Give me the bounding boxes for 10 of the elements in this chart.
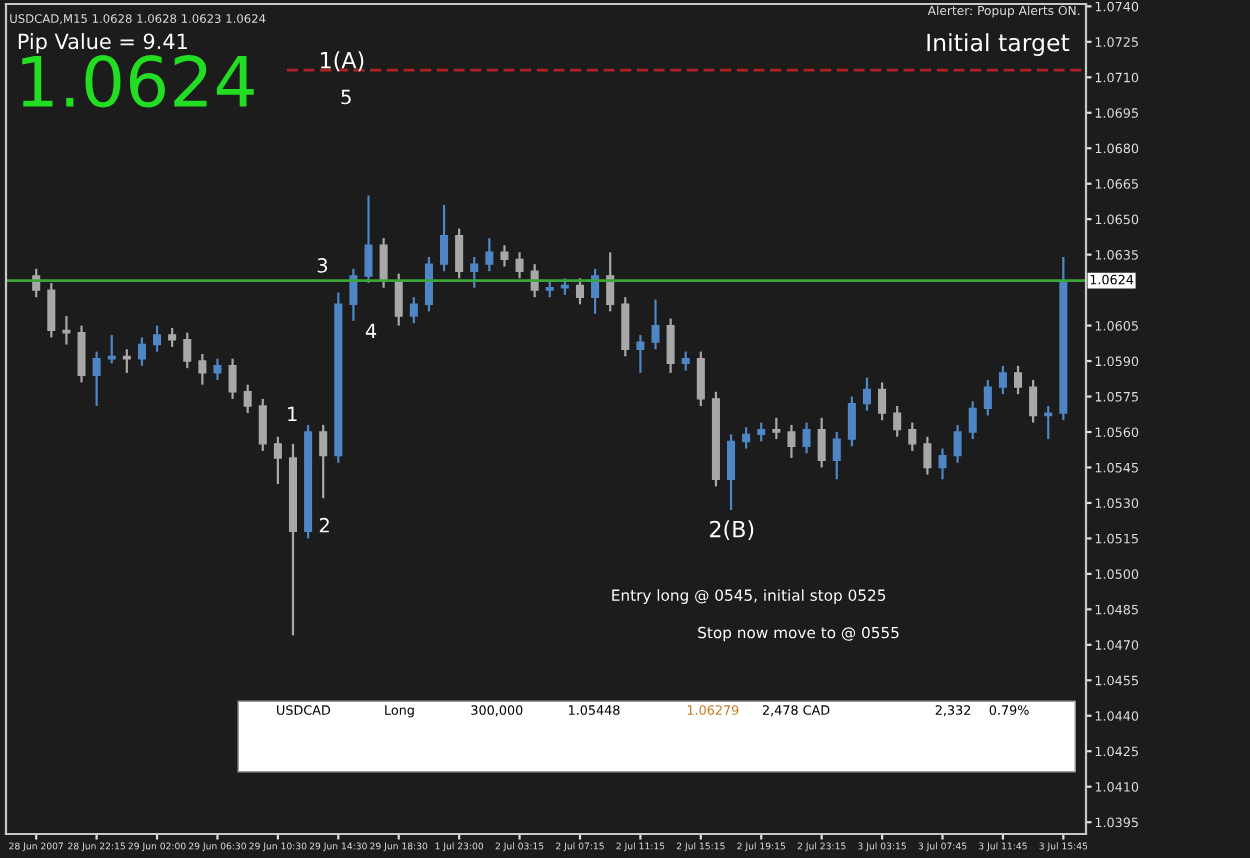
- ref-line-label: Initial target: [927, 33, 1070, 57]
- annotation: 1: [288, 406, 297, 422]
- annotation: 5: [341, 89, 351, 105]
- annotation: 1(A): [320, 51, 364, 72]
- annotation: 2(B): [710, 520, 754, 541]
- annotation: 4: [365, 323, 377, 339]
- annotation: 3: [317, 258, 328, 273]
- annotation: Pip Value = 9.41: [18, 33, 187, 54]
- annotation: 2: [319, 517, 329, 533]
- annotation: 1.0624: [22, 55, 254, 108]
